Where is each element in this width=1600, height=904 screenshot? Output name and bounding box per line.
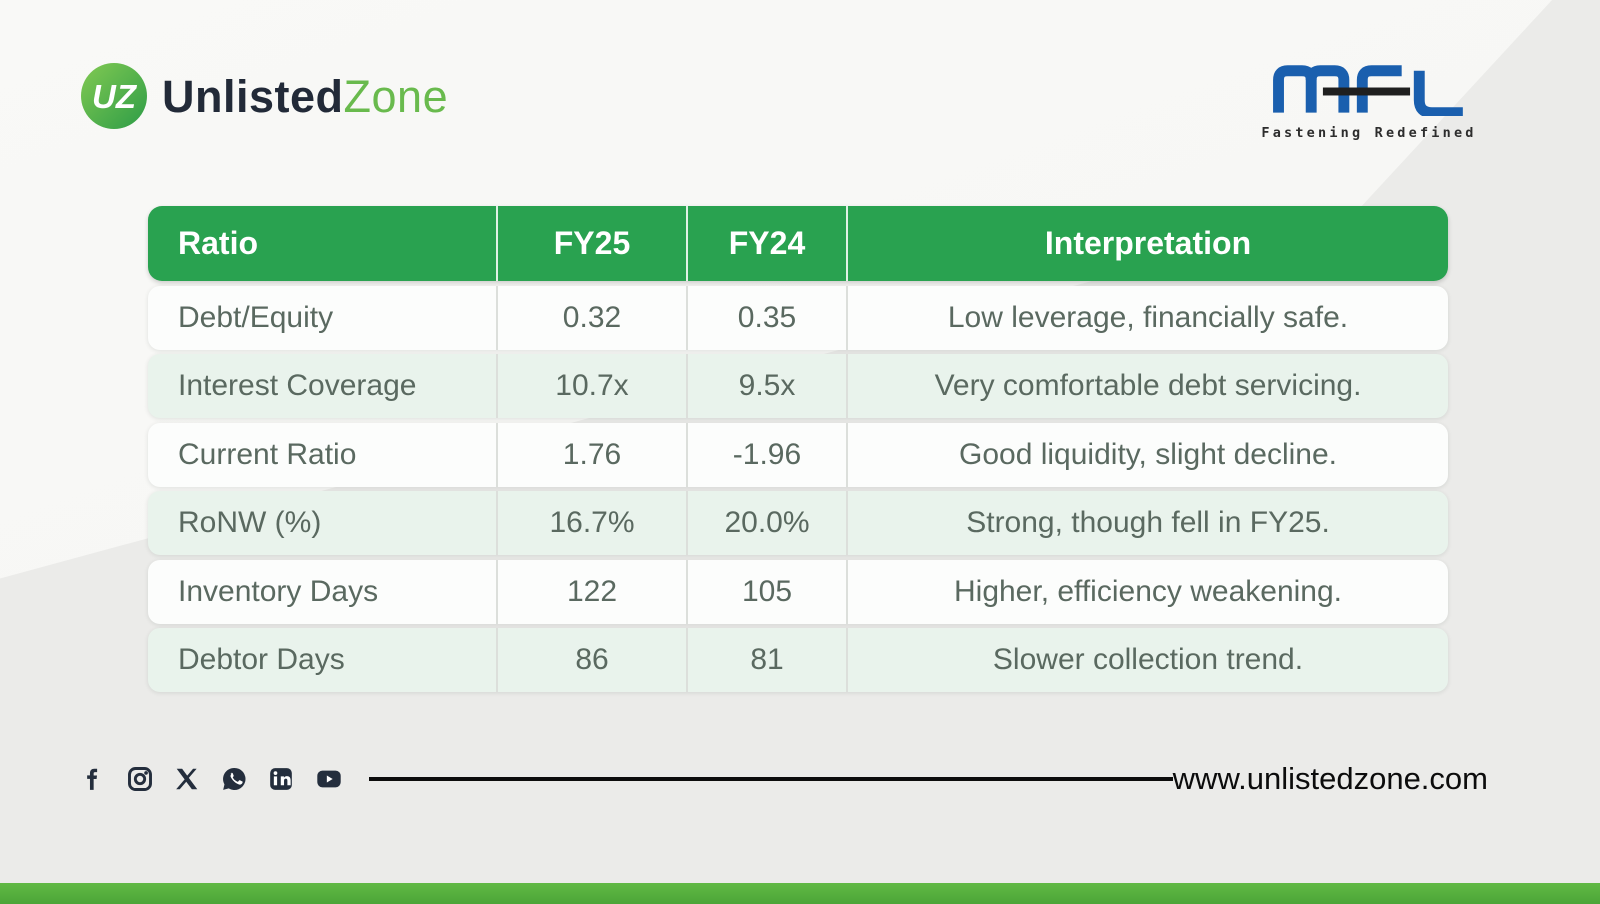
- header-cell-fy25: FY25: [498, 206, 688, 281]
- table-row: Current Ratio 1.76 -1.96 Good liquidity,…: [148, 422, 1448, 487]
- whatsapp-icon[interactable]: [221, 766, 247, 792]
- table-header-row: Ratio FY25 FY24 Interpretation: [148, 206, 1448, 281]
- cell-fy24-value: 0.35: [688, 285, 848, 350]
- mfl-letters-icon: [1273, 65, 1463, 119]
- cell-ratio-label: Current Ratio: [148, 422, 498, 487]
- table-row: Debtor Days 86 81 Slower collection tren…: [148, 628, 1448, 692]
- header-cell-ratio: Ratio: [148, 206, 498, 281]
- footer: www.unlistedzone.com: [80, 758, 1488, 800]
- cell-ratio-label: Inventory Days: [148, 559, 498, 624]
- social-icons: [80, 766, 343, 792]
- cell-fy25-value: 16.7%: [498, 491, 688, 555]
- header-cell-fy24: FY24: [688, 206, 848, 281]
- cell-fy25-value: 10.7x: [498, 354, 688, 418]
- header-cell-interpretation: Interpretation: [1044, 225, 1252, 261]
- cell-interpretation: Low leverage, financially safe.: [947, 300, 1349, 334]
- cell-fy24-value: 105: [688, 559, 848, 624]
- cell-interpretation: Higher, efficiency weakening.: [953, 574, 1342, 608]
- cell-interpretation: Strong, though fell in FY25.: [966, 506, 1330, 539]
- cell-fy25-value: 0.32: [498, 285, 688, 350]
- cell-ratio-label: Debt/Equity: [148, 285, 498, 350]
- cell-interpretation: Slower collection trend.: [992, 643, 1304, 676]
- cell-fy25-value: 1.76: [498, 422, 688, 487]
- footer-accent-bar: [0, 883, 1600, 904]
- mfl-logo: Fastening Redefined: [1248, 54, 1490, 141]
- youtube-icon[interactable]: [315, 766, 343, 792]
- brand-wordmark: UnlistedZone: [162, 74, 448, 119]
- cell-fy24-value: 20.0%: [688, 491, 848, 555]
- cell-fy24-value: -1.96: [688, 422, 848, 487]
- cell-fy25-value: 122: [498, 559, 688, 624]
- brand-name-secondary: Zone: [343, 70, 449, 122]
- x-icon[interactable]: [174, 766, 200, 792]
- ratio-table: Ratio FY25 FY24 Interpretation Debt/Equi…: [148, 206, 1448, 692]
- table-row: RoNW (%) 16.7% 20.0% Strong, though fell…: [148, 491, 1448, 555]
- unlistedzone-monogram-icon: UZ: [81, 63, 147, 129]
- cell-interpretation: Good liquidity, slight decline.: [959, 437, 1337, 471]
- cell-ratio-label: Interest Coverage: [148, 354, 498, 418]
- table-row: Inventory Days 122 105 Higher, efficienc…: [148, 559, 1448, 624]
- cell-fy24-value: 9.5x: [688, 354, 848, 418]
- cell-ratio-label: RoNW (%): [148, 491, 498, 555]
- table-row: Debt/Equity 0.32 0.35 Low leverage, fina…: [148, 285, 1448, 350]
- linkedin-icon[interactable]: [268, 766, 294, 792]
- cell-fy24-value: 81: [688, 628, 848, 692]
- unlistedzone-logo: UZ UnlistedZone: [80, 62, 448, 130]
- mfl-tagline: Fastening Redefined: [1261, 125, 1477, 141]
- facebook-icon[interactable]: [80, 766, 106, 792]
- monogram-text: UZ: [92, 78, 138, 115]
- website-url[interactable]: www.unlistedzone.com: [1172, 761, 1488, 796]
- table-row: Interest Coverage 10.7x 9.5x Very comfor…: [148, 354, 1448, 418]
- footer-divider-line: [369, 777, 1173, 781]
- cell-interpretation: Very comfortable debt servicing.: [934, 369, 1362, 402]
- cell-fy25-value: 86: [498, 628, 688, 692]
- cell-ratio-label: Debtor Days: [148, 628, 498, 692]
- instagram-icon[interactable]: [127, 766, 153, 792]
- brand-name-primary: Unlisted: [162, 70, 344, 122]
